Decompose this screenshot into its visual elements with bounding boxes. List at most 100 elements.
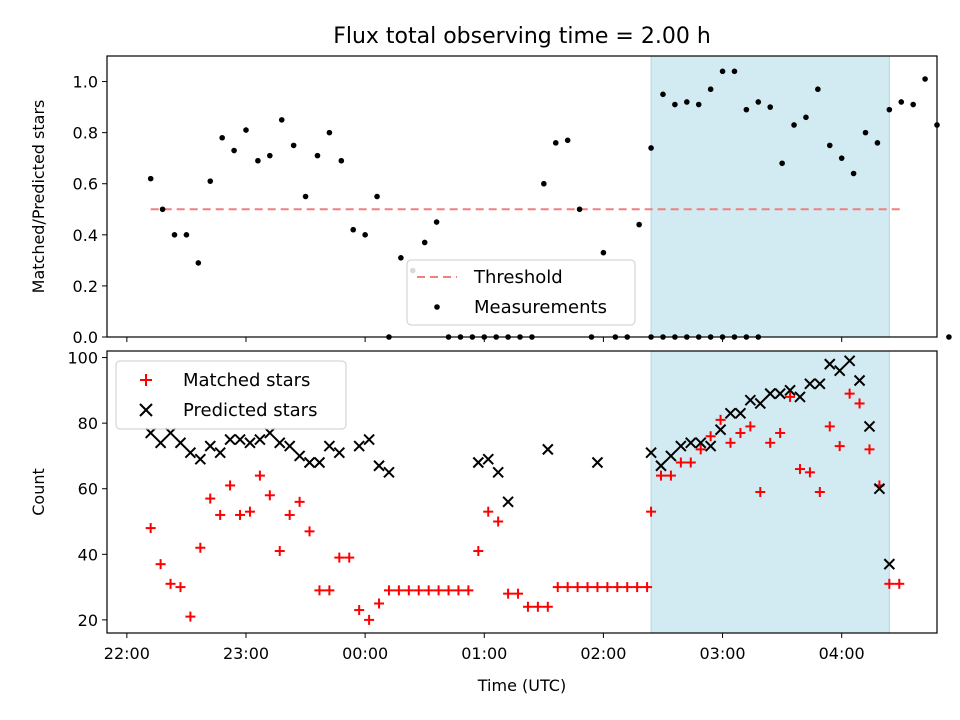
- predicted-star-point: [591, 456, 604, 469]
- matched-star-point: [145, 523, 156, 534]
- matched-star-point: [205, 493, 216, 504]
- x-b: [734, 407, 747, 420]
- measurement-point: [874, 140, 881, 146]
- matched-star-point: [646, 506, 657, 517]
- measurement-point: [219, 134, 225, 141]
- x-b: [794, 391, 806, 403]
- x-b: [283, 440, 296, 452]
- legend-threshold-label: Threshold: [473, 267, 563, 288]
- matched-star-point: [493, 516, 504, 527]
- matched-star-point: [165, 578, 176, 589]
- legend-x-b: [139, 403, 153, 417]
- matched-star-point: [814, 487, 825, 497]
- matched-star-point: [314, 585, 325, 596]
- predicted-star-point: [144, 427, 157, 439]
- measurement-point: [767, 104, 774, 110]
- matched-star-point: [755, 487, 766, 497]
- measurement-point: [922, 76, 928, 82]
- y-tick-label: 0.6: [73, 175, 98, 194]
- measurement-point: [850, 170, 857, 177]
- y-tick-label: 0.0: [73, 328, 98, 347]
- measurement-point: [278, 117, 285, 123]
- shaded-interval: [650, 55, 890, 338]
- x-b: [472, 456, 485, 469]
- x-b: [214, 446, 226, 459]
- measurement-point: [779, 160, 785, 167]
- x-b: [542, 443, 554, 456]
- predicted-star-point: [764, 387, 776, 400]
- matched-star-point: [423, 585, 434, 596]
- predicted-star-point: [174, 437, 187, 449]
- matched-star-point: [374, 598, 385, 609]
- matched-star-point: [894, 578, 905, 589]
- x-b: [274, 437, 286, 449]
- predicted-star-point: [655, 460, 667, 472]
- x-b: [264, 427, 276, 439]
- top-axes-frame: [106, 55, 938, 338]
- measurement-point: [731, 68, 738, 75]
- x-b: [313, 456, 326, 469]
- x-b: [714, 423, 727, 436]
- predicted-star-point: [224, 433, 236, 446]
- matched-star-point: [745, 421, 756, 432]
- measurement-point: [803, 114, 809, 121]
- bottom-panel: 20 40 60 80 100 22:00 23:00 00:00 01:00 02:00 03:0…: [29, 349, 938, 695]
- x-b: [833, 364, 846, 377]
- measurement-point: [862, 129, 869, 136]
- measurement-point: [791, 122, 797, 128]
- x-b: [804, 378, 816, 390]
- x-b: [695, 437, 707, 449]
- matched-star-point: [735, 427, 746, 438]
- predicted-star-point: [685, 437, 697, 449]
- matched-star-point: [503, 588, 514, 599]
- measurement-point: [326, 129, 333, 136]
- x-b: [353, 440, 365, 452]
- matched-star-point: [864, 444, 875, 455]
- y-tick-label: 20: [78, 611, 98, 630]
- x-b: [373, 460, 385, 472]
- measurement-point: [398, 255, 404, 261]
- legend-box: [115, 360, 347, 430]
- matched-star-point: [175, 582, 186, 593]
- measurement-point: [195, 260, 202, 266]
- x-b: [843, 355, 856, 367]
- matched-star-point: [225, 480, 236, 491]
- x-b: [363, 433, 375, 446]
- predicted-star-point: [254, 433, 266, 446]
- matched-star-point: [622, 582, 633, 593]
- measurement-point: [838, 155, 845, 161]
- x-tick-label: 22:00: [104, 644, 150, 663]
- x-b: [764, 387, 776, 400]
- matched-star-point: [235, 509, 246, 520]
- measurement-point: [910, 101, 916, 108]
- y-tick-label: 40: [78, 545, 98, 564]
- matched-star-point: [483, 506, 494, 517]
- predicted-star-point: [784, 384, 796, 397]
- predicted-star-point: [734, 407, 747, 420]
- predicted-star-point: [492, 466, 504, 479]
- predicted-star-point: [774, 387, 786, 400]
- predicted-star-point: [154, 437, 167, 449]
- measurement-point: [695, 101, 702, 108]
- x-tick-label: 00:00: [342, 644, 388, 663]
- x-b: [204, 440, 216, 452]
- predicted-star-point: [383, 466, 395, 479]
- matched-star-point: [334, 552, 345, 563]
- x-b: [824, 358, 836, 370]
- legend-predicted-label: Predicted stars: [183, 400, 317, 421]
- measurement-point: [231, 147, 237, 154]
- y-tick-label: 60: [78, 480, 98, 499]
- x-b: [883, 558, 896, 570]
- matched-star-point: [364, 614, 375, 625]
- x-b: [685, 437, 697, 449]
- x-b: [174, 437, 187, 449]
- matched-star-point: [592, 582, 603, 593]
- x-b: [333, 446, 346, 459]
- predicted-star-point: [794, 391, 806, 403]
- predicted-star-point: [333, 446, 346, 459]
- measurement-point: [564, 137, 571, 144]
- matched-star-point: [403, 585, 414, 596]
- matched-star-point: [665, 470, 676, 481]
- predicted-star-point: [244, 437, 256, 449]
